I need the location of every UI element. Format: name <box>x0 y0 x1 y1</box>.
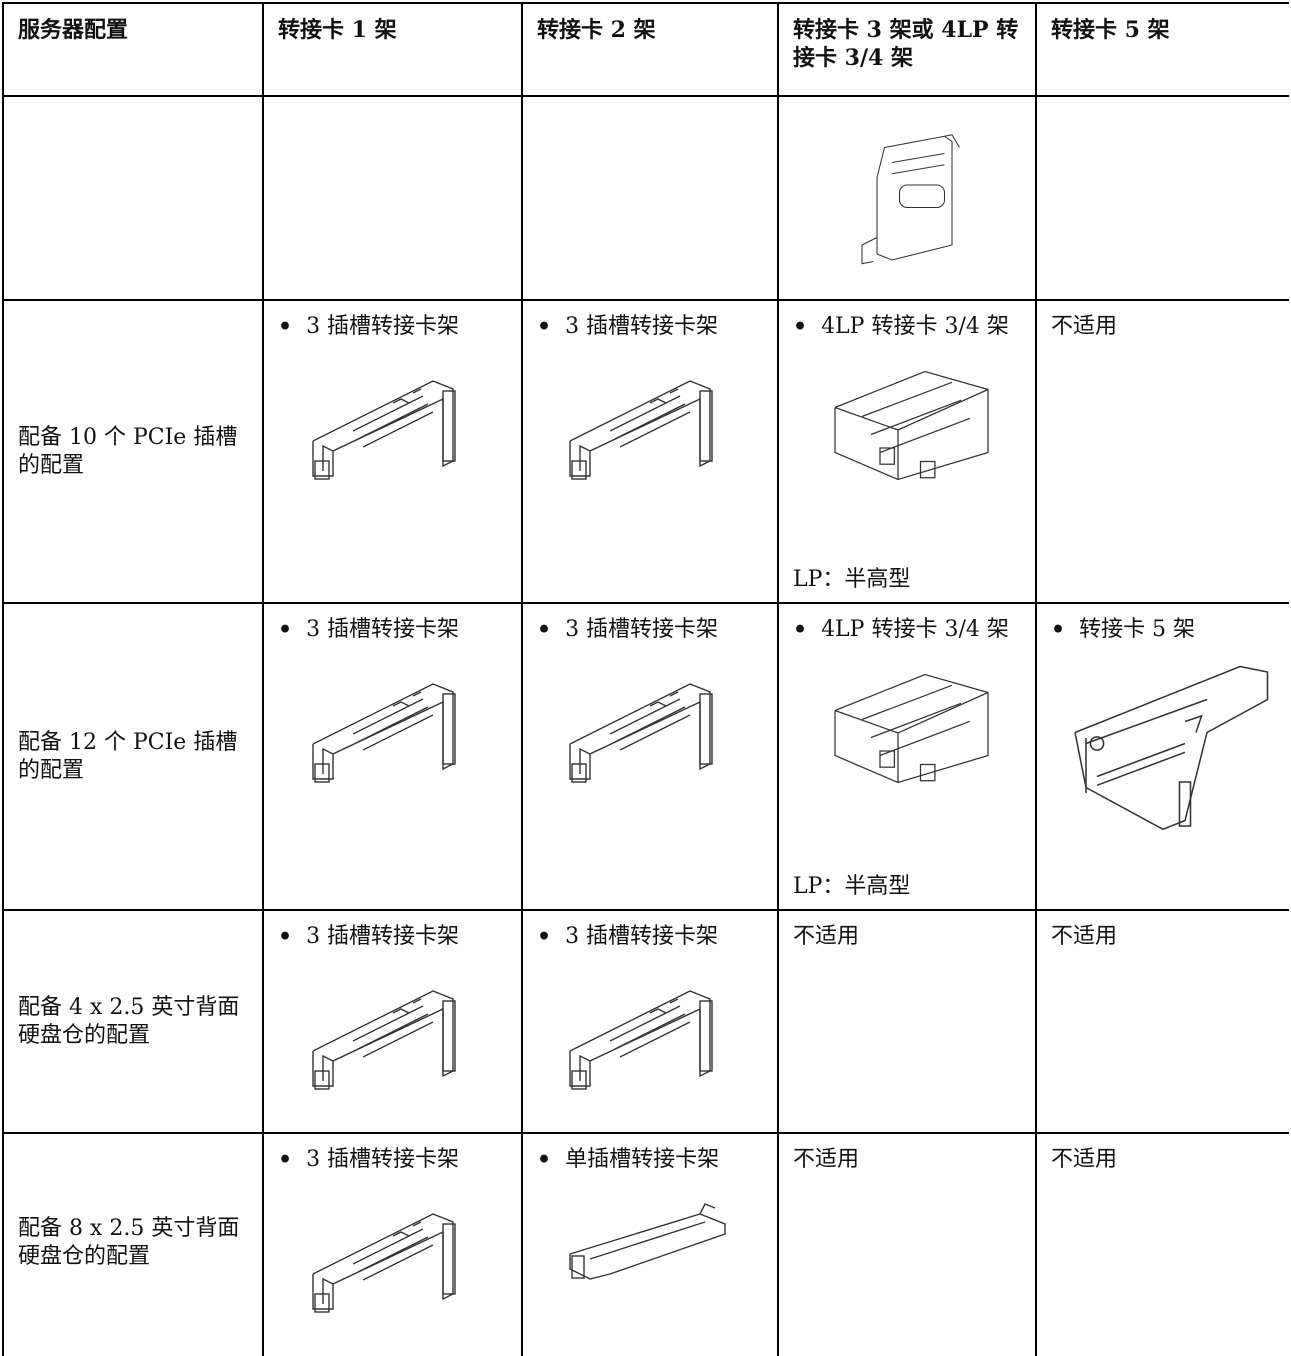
bullet: 转接卡 5 架 <box>1051 616 1275 644</box>
bullet: 3 插槽转接卡架 <box>537 616 763 644</box>
config: 配备 12 个 PCIe 插槽的配置 <box>2 602 264 911</box>
config: 配备 10 个 PCIe 插槽的配置 <box>2 299 264 604</box>
riser-image <box>293 351 493 491</box>
riser-image <box>817 351 997 491</box>
header-cell: 转接卡 3 架或 4LP 转接卡 3/4 架 <box>777 2 1037 97</box>
riser-image <box>550 654 750 794</box>
text: 不适用 <box>793 924 860 949</box>
header-cell: 转接卡 5 架 <box>1035 2 1289 97</box>
text: 不适用 <box>1051 314 1118 339</box>
bullet: 4LP 转接卡 3/4 架 <box>793 313 1021 341</box>
riser-image <box>293 654 493 794</box>
riser-image <box>550 1194 750 1294</box>
config: 配备 8 x 2.5 英寸背面硬盘仓的配置 <box>2 1132 264 1356</box>
bullet: 3 插槽转接卡架 <box>537 923 763 951</box>
row: 配备 12 个 PCIe 插槽的配置 3 插槽转接卡架 3 插槽转接卡架 4LP… <box>2 602 1289 911</box>
riser-image <box>550 351 750 491</box>
riser-image <box>293 961 493 1101</box>
row: 配备 4 x 2.5 英寸背面硬盘仓的配置 3 插槽转接卡架 3 插槽转接卡架 … <box>2 909 1289 1134</box>
bullet: 4LP 转接卡 3/4 架 <box>793 616 1021 644</box>
riser-image <box>550 961 750 1101</box>
row <box>2 95 1289 301</box>
note: LP：半高型 <box>793 567 911 592</box>
riser-image <box>817 654 997 794</box>
bullet: 单插槽转接卡架 <box>537 1146 763 1174</box>
bullet: 3 插槽转接卡架 <box>278 1146 507 1174</box>
header-cell: 转接卡 1 架 <box>262 2 523 97</box>
riser-image <box>293 1184 493 1324</box>
bullet: 3 插槽转接卡架 <box>537 313 763 341</box>
riser-image <box>1053 654 1273 844</box>
note: LP：半高型 <box>793 874 911 899</box>
bullet: 3 插槽转接卡架 <box>278 923 507 951</box>
row: 配备 8 x 2.5 英寸背面硬盘仓的配置 3 插槽转接卡架 单插槽转接卡架 不… <box>2 1132 1289 1356</box>
riser3-image <box>832 115 982 285</box>
header-cell: 转接卡 2 架 <box>521 2 779 97</box>
text: 不适用 <box>793 1147 860 1172</box>
header-row: 服务器配置 转接卡 1 架 转接卡 2 架 转接卡 3 架或 4LP 转接卡 3… <box>2 2 1289 97</box>
text: 不适用 <box>1051 924 1118 949</box>
bullet: 3 插槽转接卡架 <box>278 616 507 644</box>
header-cell: 服务器配置 <box>2 2 264 97</box>
config: 配备 4 x 2.5 英寸背面硬盘仓的配置 <box>2 909 264 1134</box>
text: 不适用 <box>1051 1147 1118 1172</box>
bullet: 3 插槽转接卡架 <box>278 313 507 341</box>
row: 配备 10 个 PCIe 插槽的配置 3 插槽转接卡架 3 插槽转接卡架 4LP… <box>2 299 1289 604</box>
